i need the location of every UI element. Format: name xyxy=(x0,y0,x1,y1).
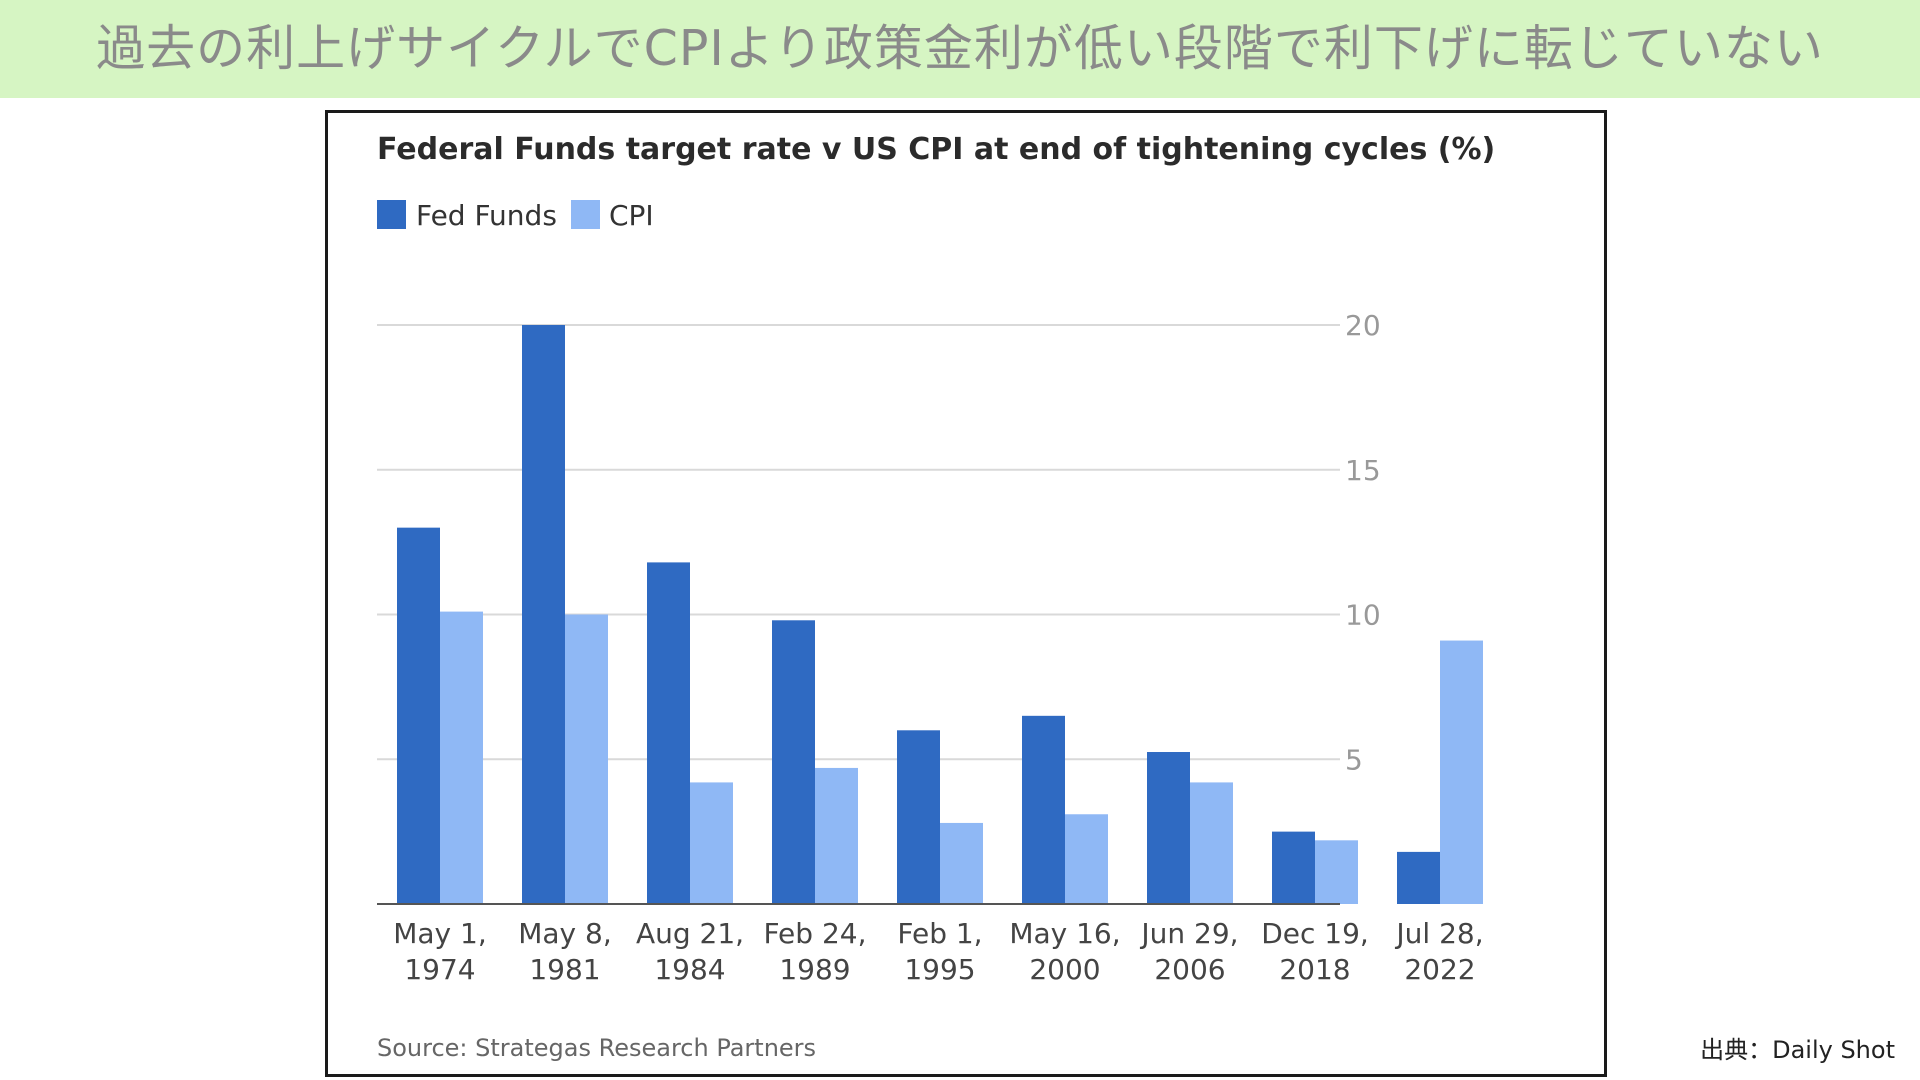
x-category-label: Feb 1, xyxy=(897,917,982,950)
chart-source: Source: Strategas Research Partners xyxy=(377,1034,816,1062)
gridlines xyxy=(377,324,1340,761)
header-banner xyxy=(0,0,1920,98)
chart-title: Federal Funds target rate v US CPI at en… xyxy=(377,132,1495,167)
bar-fed-funds-7 xyxy=(1272,831,1315,904)
bar-cpi-7 xyxy=(1315,840,1358,904)
x-category-label: 1989 xyxy=(779,953,850,986)
bar-fed-funds-1 xyxy=(522,325,565,904)
x-category-label: Feb 24, xyxy=(763,917,866,950)
x-category-label: Jul 28, xyxy=(1394,917,1483,950)
bar-cpi-1 xyxy=(565,614,608,904)
y-tick-label: 10 xyxy=(1345,599,1381,632)
legend-label-fed-funds: Fed Funds xyxy=(416,199,557,232)
bar-cpi-6 xyxy=(1190,782,1233,904)
source-credit: 出典：Daily Shot xyxy=(1700,1036,1895,1064)
bar-cpi-5 xyxy=(1065,814,1108,904)
y-tick-label: 15 xyxy=(1345,454,1381,487)
x-category-label: 2018 xyxy=(1279,953,1350,986)
bar-fed-funds-8 xyxy=(1397,851,1440,904)
bar-fed-funds-5 xyxy=(1022,715,1065,904)
bar-fed-funds-0 xyxy=(397,527,440,904)
x-category-label: 2000 xyxy=(1029,953,1100,986)
y-tick-label: 5 xyxy=(1345,743,1363,776)
y-axis-ticks: 5 10 15 20 xyxy=(1345,309,1381,776)
x-category-label: 1984 xyxy=(654,953,725,986)
bar-cpi-2 xyxy=(690,782,733,904)
legend: Fed Funds CPI xyxy=(377,199,654,232)
bar-fed-funds-3 xyxy=(772,620,815,904)
legend-swatch-fed-funds xyxy=(377,200,406,229)
bar-fed-funds-4 xyxy=(897,730,940,904)
banner-title: 過去の利上げサイクルでCPIより政策金利が低い段階で利下げに転じていない xyxy=(96,20,1824,77)
bar-chart: Federal Funds target rate v US CPI at en… xyxy=(377,132,1495,1062)
x-category-label: May 8, xyxy=(518,917,612,950)
x-category-label: 2006 xyxy=(1154,953,1225,986)
x-category-label: 2022 xyxy=(1404,953,1475,986)
x-category-label: 1981 xyxy=(529,953,600,986)
bar-fed-funds-2 xyxy=(647,562,690,904)
legend-swatch-cpi xyxy=(571,200,600,229)
chart-frame: Federal Funds target rate v US CPI at en… xyxy=(325,110,1607,1077)
x-category-label: May 16, xyxy=(1009,917,1120,950)
x-category-label: Jun 29, xyxy=(1139,917,1238,950)
bar-cpi-8 xyxy=(1440,640,1483,904)
y-tick-label: 20 xyxy=(1345,309,1381,342)
bar-cpi-0 xyxy=(440,611,483,904)
bar-cpi-4 xyxy=(940,822,983,904)
x-category-label: May 1, xyxy=(393,917,487,950)
x-category-label: 1995 xyxy=(904,953,975,986)
bar-cpi-3 xyxy=(815,767,858,904)
x-category-label: 1974 xyxy=(404,953,475,986)
x-category-label: Aug 21, xyxy=(636,917,744,950)
bar-fed-funds-6 xyxy=(1147,752,1190,904)
legend-label-cpi: CPI xyxy=(609,199,654,232)
bars xyxy=(397,325,1483,904)
x-category-label: Dec 19, xyxy=(1261,917,1369,950)
